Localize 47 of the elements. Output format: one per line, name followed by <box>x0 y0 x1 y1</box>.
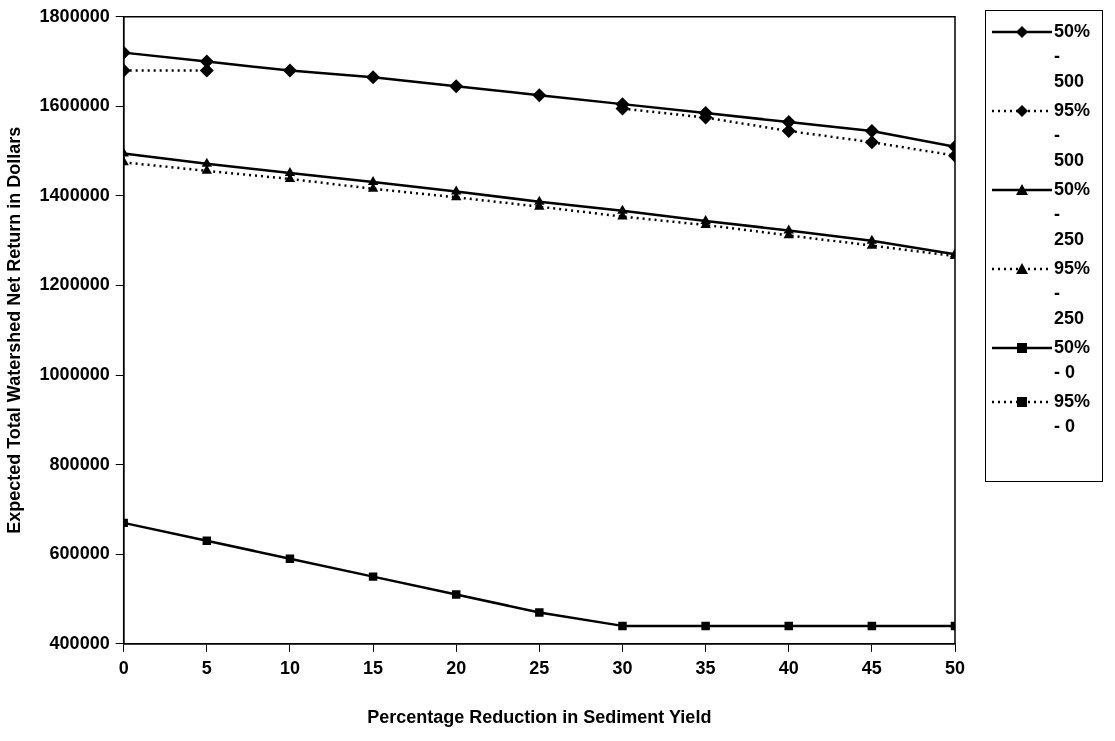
point <box>367 176 379 186</box>
point <box>285 554 295 563</box>
x-tick-label: 20 <box>446 657 467 678</box>
point <box>864 135 879 150</box>
x-axis-title: Percentage Reduction in Sediment Yield <box>367 707 712 728</box>
legend-label: 50% - 500 <box>1054 20 1092 93</box>
legend-label: 95% - 250 <box>1054 257 1092 330</box>
point <box>366 70 381 85</box>
point <box>449 79 464 94</box>
x-tick-label: 15 <box>363 657 384 678</box>
point <box>535 608 544 617</box>
point <box>784 621 793 631</box>
x-tick-label: 25 <box>529 657 550 678</box>
y-tick-label: 800000 <box>49 453 110 474</box>
x-tick-label: 30 <box>612 657 633 678</box>
point <box>701 621 710 631</box>
point <box>864 124 879 138</box>
point <box>201 157 212 167</box>
y-tick-label: 600000 <box>49 543 110 564</box>
point <box>866 234 878 244</box>
point <box>534 195 545 205</box>
legend-label: 95% - 500 <box>1054 99 1092 172</box>
point <box>451 590 461 599</box>
x-tick-label: 5 <box>201 657 212 678</box>
x-tick-label: 40 <box>778 657 799 678</box>
point <box>282 63 297 78</box>
x-tick-label: 50 <box>944 657 966 678</box>
point <box>617 204 628 214</box>
y-tick-label: 1600000 <box>39 95 110 116</box>
x-tick-label: 35 <box>695 657 716 678</box>
legend-label: 95% - 0 <box>1054 390 1092 438</box>
y-tick-label: 400000 <box>49 632 110 653</box>
point <box>532 88 547 103</box>
x-tick-label: 45 <box>861 657 882 678</box>
legend-label: 50% - 0 <box>1054 336 1092 384</box>
y-tick-label: 1800000 <box>39 5 110 26</box>
point <box>284 167 296 177</box>
x-tick-label: 10 <box>279 657 300 678</box>
legend-label: 50% - 250 <box>1054 178 1092 251</box>
y-tick-label: 1400000 <box>39 184 110 205</box>
x-tick-label: 0 <box>118 657 129 678</box>
y-axis-title: Expected Total Watershed Net Return in Dollars <box>3 126 24 534</box>
y-tick-label: 1000000 <box>39 364 110 385</box>
y-tick-label: 1200000 <box>39 274 110 295</box>
point <box>368 572 378 581</box>
point <box>618 621 627 631</box>
point <box>700 215 711 225</box>
